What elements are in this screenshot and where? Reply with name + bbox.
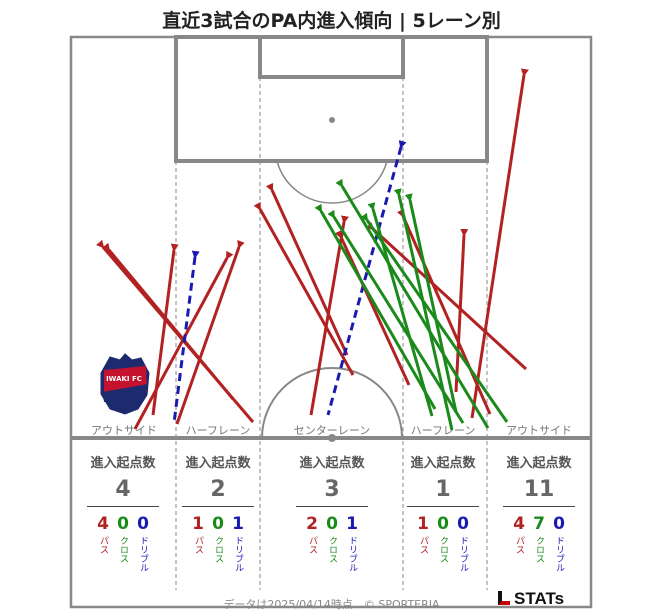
cross-count: 0 <box>326 514 338 534</box>
cross-label: クロス <box>213 536 223 563</box>
pass-label: パス <box>307 536 317 554</box>
cross-arrow-21 <box>327 209 465 424</box>
dribble-count: 0 <box>553 514 565 534</box>
pass-arrow-6 <box>309 215 349 416</box>
cross-count: 0 <box>212 514 224 534</box>
arrows-layer <box>96 68 529 431</box>
cross-arrow-18 <box>404 193 458 413</box>
stat-total: 4 <box>87 477 159 507</box>
lane-name-halflane-left: ハーフレーン <box>185 424 251 437</box>
pass-arrow-3 <box>175 240 245 425</box>
lane-name-outside-left: アウトサイド <box>91 424 157 437</box>
lane-stat-col-1: 進入起点数 2 1 パス 0 クロス 1 ドリブル <box>182 452 254 572</box>
dribble-label: ドリブル <box>233 536 243 572</box>
pass-count: 4 <box>513 514 525 534</box>
lane-stat-col-3: 進入起点数 1 1 パス 0 クロス 0 ドリブル <box>407 452 479 572</box>
stat-breakdown: 2 パス 0 クロス 1 ドリブル <box>296 514 368 573</box>
stat-breakdown: 1 パス 0 クロス 0 ドリブル <box>407 514 479 573</box>
dribble-label: ドリブル <box>138 536 148 572</box>
dribble-arrow-9 <box>326 140 407 416</box>
lane-name-center: センターレーン <box>293 424 371 437</box>
cross-label: クロス <box>327 536 337 563</box>
stat-header: 進入起点数 <box>410 456 476 471</box>
stat-header: 進入起点数 <box>90 456 156 471</box>
cross-label: クロス <box>118 536 128 563</box>
lane-name-halflane-right: ハーフレーン <box>410 424 476 437</box>
dribble-label: ドリブル <box>554 536 564 572</box>
lane-name-outside-right: アウトサイド <box>506 424 572 437</box>
pass-arrow-11 <box>365 221 528 371</box>
footer-text: データは2025/04/14時点 © SPORTERIA <box>223 598 440 611</box>
chart-title: 直近3試合のPA内進入傾向 | 5レーン別 <box>162 10 501 32</box>
stat-header: 進入起点数 <box>185 456 251 471</box>
pass-arrow-7 <box>253 201 355 376</box>
dribble-label: ドリブル <box>347 536 357 572</box>
stat-total: 1 <box>407 477 479 507</box>
dribble-count: 0 <box>457 514 469 534</box>
pass-label: パス <box>193 536 203 554</box>
pass-arrow-10 <box>334 229 411 386</box>
stat-total: 3 <box>296 477 368 507</box>
cross-arrow-15 <box>314 203 437 410</box>
club-badge-logo: IWAKI FC <box>100 353 150 415</box>
pass-arrow-14 <box>470 68 529 419</box>
cross-arrow-20 <box>335 178 490 429</box>
lane-stat-col-0: 進入起点数 4 4 パス 0 クロス 0 ドリブル <box>87 452 159 572</box>
pass-arrow-13 <box>454 228 469 393</box>
pass-label: パス <box>98 536 108 554</box>
stat-header: 進入起点数 <box>506 456 572 471</box>
pass-count: 1 <box>192 514 204 534</box>
pass-arrow-4 <box>133 250 234 430</box>
stat-header: 進入起点数 <box>299 456 365 471</box>
dribble-arrow-5 <box>172 250 200 424</box>
pass-arrow-8 <box>265 182 349 356</box>
cross-count: 7 <box>533 514 545 534</box>
stats-logo: STATs <box>498 589 564 609</box>
stat-breakdown: 4 パス 0 クロス 0 ドリブル <box>87 514 159 573</box>
cross-arrow-19 <box>360 212 509 423</box>
pass-count: 1 <box>417 514 429 534</box>
pass-count: 4 <box>97 514 109 534</box>
badge-text-iwaki: IWAKI FC <box>106 375 142 383</box>
lane-stat-col-2: 進入起点数 3 2 パス 0 クロス 1 ドリブル <box>296 452 368 572</box>
lane-stat-col-4: 進入起点数 11 4 パス 7 クロス 0 ドリブル <box>503 452 575 572</box>
dribble-count: 1 <box>232 514 244 534</box>
cross-label: クロス <box>438 536 448 563</box>
dribble-count: 1 <box>346 514 358 534</box>
stat-breakdown: 1 パス 0 クロス 1 ドリブル <box>182 514 254 573</box>
stat-total: 2 <box>182 477 254 507</box>
pass-arrow-12 <box>396 208 492 415</box>
pass-arrow-1 <box>102 242 235 400</box>
dribble-count: 0 <box>137 514 149 534</box>
pitch-lines <box>69 35 593 609</box>
cross-label: クロス <box>534 536 544 563</box>
cross-count: 0 <box>117 514 129 534</box>
stat-total: 11 <box>503 477 575 507</box>
pass-label: パス <box>514 536 524 554</box>
pass-count: 2 <box>306 514 318 534</box>
pass-label: パス <box>418 536 428 554</box>
cross-count: 0 <box>437 514 449 534</box>
dribble-label: ドリブル <box>458 536 468 572</box>
stat-breakdown: 4 パス 7 クロス 0 ドリブル <box>503 514 575 573</box>
